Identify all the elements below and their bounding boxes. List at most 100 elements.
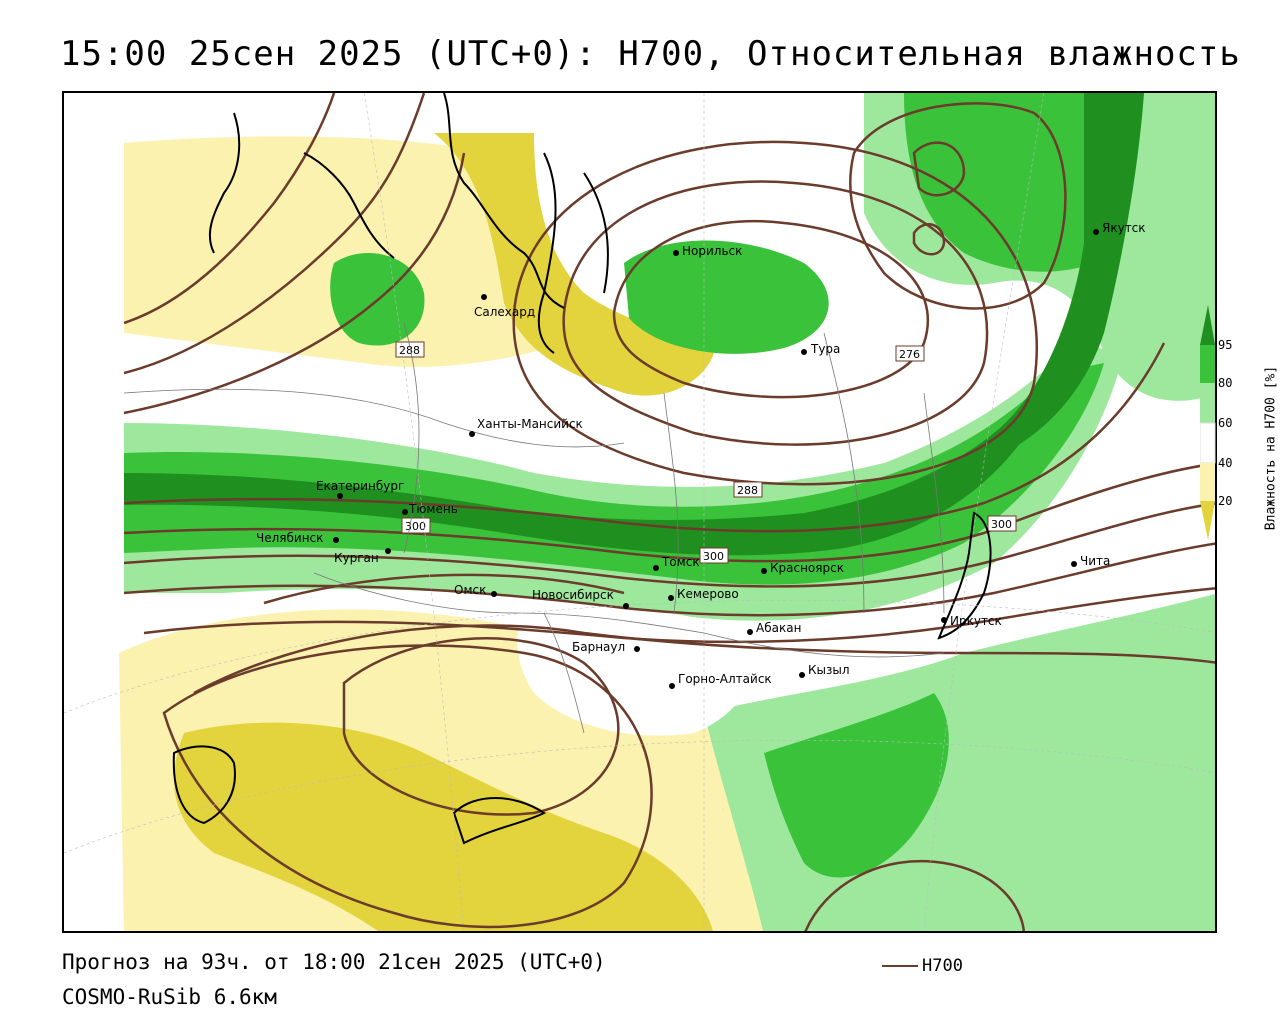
city-tyumen: Тюмень xyxy=(402,502,458,516)
coastline xyxy=(537,152,557,354)
isoline xyxy=(123,93,336,325)
isoline xyxy=(123,152,466,415)
city-irkutsk: Иркутск xyxy=(941,614,1002,628)
graticule-line xyxy=(64,599,1215,714)
svg-text:Екатеринбург: Екатеринбург xyxy=(316,479,404,493)
isoline xyxy=(193,624,1215,695)
city-abakan: Абакан xyxy=(747,621,801,635)
humidity-zone-saturated-yakutsk xyxy=(994,93,1144,453)
isoline xyxy=(123,502,1215,588)
isoline xyxy=(143,587,1215,644)
isoline xyxy=(123,342,1166,533)
city-krasnoyarsk: Красноярск xyxy=(761,561,844,575)
city-khanty-mansiysk: Ханты-Мансийск xyxy=(469,417,583,437)
contour-swatch xyxy=(882,965,918,967)
coastline xyxy=(303,152,395,259)
isoline xyxy=(849,102,1067,310)
contour-legend: H700 xyxy=(882,956,963,976)
isoline xyxy=(612,219,930,399)
svg-text:Кызыл: Кызыл xyxy=(808,663,850,677)
legend-tick: 20 xyxy=(1218,494,1232,508)
weather-map: 288 276 288 300 300 300 xyxy=(62,91,1217,933)
coastline xyxy=(208,112,241,254)
isoline-label: 300 xyxy=(703,550,724,563)
isoline xyxy=(123,93,426,375)
h700-isolines xyxy=(123,93,1215,931)
city-omsk: Омск xyxy=(454,583,497,597)
humidity-zone-saturated-band xyxy=(124,433,1024,556)
isoline xyxy=(562,180,989,446)
city-salekhard: Салехард xyxy=(474,294,535,319)
border xyxy=(123,388,625,448)
city-tomsk: Томск xyxy=(653,555,700,571)
humidity-zone-moist-norilsk xyxy=(624,240,829,354)
legend-tick: 40 xyxy=(1218,456,1232,470)
isoline xyxy=(912,141,966,197)
city-novosibirsk: Новосибирск xyxy=(532,588,629,609)
humidity-zone-humid-southeast xyxy=(764,693,949,878)
legend-tick: 60 xyxy=(1218,416,1232,430)
border xyxy=(823,332,865,614)
svg-text:Тюмень: Тюмень xyxy=(408,502,458,516)
city-norilsk: Норильск xyxy=(673,244,742,258)
border xyxy=(313,572,945,658)
legend-band-20-40 xyxy=(1200,463,1215,501)
graticule-line xyxy=(64,739,1215,854)
city-kurgan: Курган xyxy=(334,548,391,565)
isoline xyxy=(123,542,1215,617)
humidity-zone-dry-altai xyxy=(517,608,752,736)
city-yakutsk: Якутск xyxy=(1093,221,1146,235)
svg-text:Тура: Тура xyxy=(810,342,840,356)
isoline-label: 288 xyxy=(399,344,420,357)
isoline xyxy=(123,462,1215,563)
svg-text:Курган: Курган xyxy=(334,551,379,565)
svg-text:Иркутск: Иркутск xyxy=(950,614,1002,628)
city-tura: Тура xyxy=(801,342,840,356)
isoline-label: 276 xyxy=(899,348,920,361)
isoline xyxy=(912,223,946,256)
humidity-fields xyxy=(119,93,1215,931)
city-gorno-altaysk: Горно-Алтайск xyxy=(669,672,772,689)
graticule xyxy=(64,93,1215,931)
border xyxy=(663,392,679,614)
legend-axis-label: Влажность на H700 [%] xyxy=(1238,305,1278,590)
map-canvas: 288 276 288 300 300 300 xyxy=(64,93,1215,931)
cities: Норильск Якутск Салехард Тура Ханты-Манс… xyxy=(256,221,1146,689)
region-borders xyxy=(123,322,945,734)
city-kemerovo: Кемерово xyxy=(668,587,739,601)
border xyxy=(543,612,585,734)
svg-text:Кемерово: Кемерово xyxy=(677,587,739,601)
lake-baikal xyxy=(937,511,992,640)
city-barnaul: Барнаул xyxy=(572,640,640,654)
city-kyzyl: Кызыл xyxy=(799,663,850,678)
coastlines xyxy=(172,93,992,845)
legend-band-40-60 xyxy=(1200,422,1216,464)
svg-text:Новосибирск: Новосибирск xyxy=(532,588,614,602)
legend-arrow-bottom xyxy=(1200,501,1215,540)
svg-text:Ханты-Мансийск: Ханты-Мансийск xyxy=(477,417,583,431)
city-ekaterinburg: Екатеринбург xyxy=(316,479,404,499)
svg-text:Челябинск: Челябинск xyxy=(256,531,323,545)
model-name: COSMO-RuSib 6.6км xyxy=(62,985,277,1009)
legend-tick: 95 xyxy=(1218,338,1232,352)
city-chelyabinsk: Челябинск xyxy=(256,531,339,545)
legend-axis-text: Влажность на H700 [%] xyxy=(1263,365,1279,530)
svg-text:Горно-Алтайск: Горно-Алтайск xyxy=(678,672,772,686)
svg-text:Красноярск: Красноярск xyxy=(770,561,844,575)
isoline xyxy=(263,573,625,605)
lake-caspian-edge xyxy=(172,745,236,825)
isoline-labels: 288 276 288 300 300 300 xyxy=(395,341,1017,564)
svg-text:Томск: Томск xyxy=(661,555,700,569)
legend-band-60-80 xyxy=(1200,383,1215,423)
legend-tick: 80 xyxy=(1218,376,1232,390)
isoline-label: 288 xyxy=(737,484,758,497)
isoline xyxy=(342,637,620,816)
legend-band-80-95 xyxy=(1200,345,1215,383)
lake-balkhash xyxy=(452,797,546,845)
coastline xyxy=(443,93,565,309)
svg-text:Якутск: Якутск xyxy=(1102,221,1146,235)
city-chita: Чита xyxy=(1071,554,1110,568)
border xyxy=(403,322,420,554)
svg-text:Чита: Чита xyxy=(1080,554,1110,568)
svg-text:Норильск: Норильск xyxy=(682,244,742,258)
